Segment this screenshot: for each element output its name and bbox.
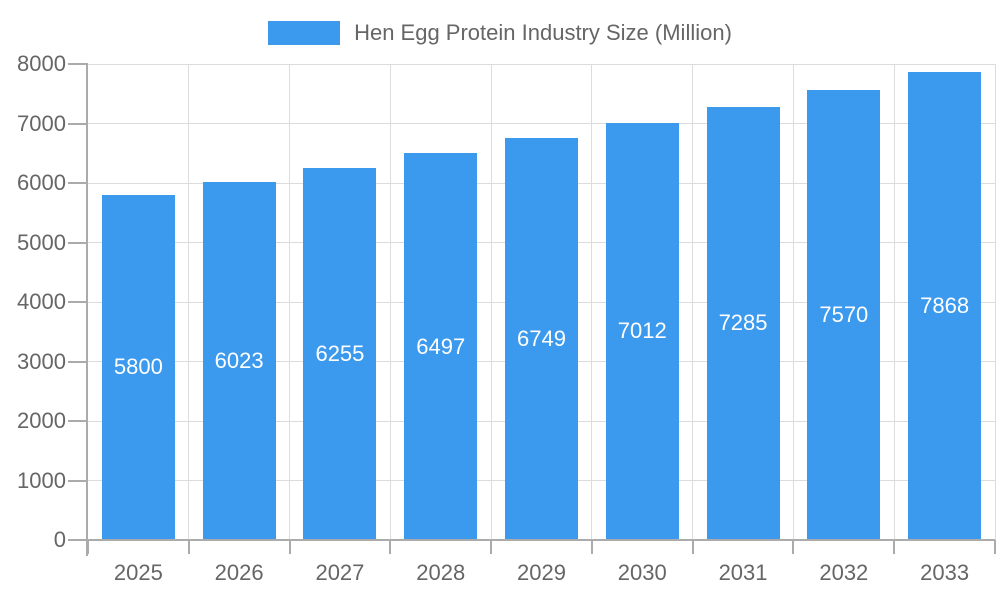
bar-value-label: 7570 <box>819 301 869 327</box>
y-tick-label: 4000 <box>17 289 66 314</box>
bar-value-label: 7285 <box>718 310 768 336</box>
y-axis-tick <box>68 539 88 541</box>
bar-value-label: 7868 <box>920 292 970 318</box>
x-axis-tick <box>288 540 291 554</box>
y-tick-label: 1000 <box>17 467 66 493</box>
x-tick-label: 2027 <box>315 560 365 585</box>
y-axis-tick <box>68 420 88 422</box>
x-axis-tick <box>792 540 795 554</box>
x-axis-tick <box>691 540 694 554</box>
y-tick-label: 3000 <box>17 348 66 374</box>
x-axis-tick <box>389 540 392 554</box>
y-axis-line <box>86 64 88 556</box>
gridline-vertical <box>692 64 694 540</box>
bar-value-label: 6255 <box>315 340 365 366</box>
plot-area: 5800 6023 6255 6497 6749 7012 7285 7570 7868 <box>88 63 996 540</box>
bar[interactable]: 6497 <box>404 153 478 540</box>
x-tick-label: 2025 <box>113 560 163 585</box>
x-axis-tick <box>187 540 190 554</box>
bar[interactable]: 6255 <box>303 167 377 540</box>
x-tick-label: 2026 <box>214 560 264 585</box>
x-axis-line <box>88 539 995 541</box>
bar[interactable]: 7012 <box>605 122 679 540</box>
y-axis-tick <box>68 301 88 303</box>
x-axis-tick <box>590 540 593 554</box>
y-axis-tick <box>68 360 88 363</box>
x-axis-tick <box>994 540 996 554</box>
bar[interactable]: 5800 <box>101 194 175 540</box>
gridline-vertical <box>591 64 593 540</box>
bar-value-label: 7012 <box>617 318 667 344</box>
gridline-vertical <box>792 64 794 540</box>
x-axis-tick <box>490 540 493 554</box>
y-tick-label: 7000 <box>17 110 66 136</box>
y-tick-label: 6000 <box>17 170 66 195</box>
bar[interactable]: 7285 <box>706 106 780 540</box>
y-axis-tick <box>68 63 88 65</box>
y-tick-label: 5000 <box>17 229 66 255</box>
y-axis-tick <box>68 241 88 244</box>
gridline-vertical <box>994 64 996 540</box>
legend-swatch <box>268 21 341 45</box>
y-tick-label: 8000 <box>17 51 66 76</box>
x-axis-tick <box>87 540 89 554</box>
x-tick-label: 2028 <box>416 560 466 585</box>
bar-value-label: 5800 <box>113 354 163 380</box>
legend-label: Hen Egg Protein Industry Size (Million) <box>354 20 732 45</box>
gridline-horizontal <box>88 123 995 124</box>
gridline-vertical <box>188 64 190 540</box>
bar-value-label: 6023 <box>214 347 264 373</box>
bar[interactable]: 6023 <box>202 181 276 540</box>
gridline-vertical <box>389 64 391 540</box>
y-axis-tick <box>68 182 88 184</box>
gridline-vertical <box>893 64 895 540</box>
x-tick-label: 2033 <box>920 560 970 585</box>
y-tick-label: 0 <box>53 527 66 552</box>
y-axis-tick <box>68 479 88 482</box>
x-tick-label: 2031 <box>718 560 768 585</box>
x-tick-label: 2029 <box>517 560 566 585</box>
x-tick-label: 2032 <box>819 560 869 585</box>
x-tick-label: 2030 <box>617 560 667 585</box>
y-tick-label: 2000 <box>17 408 66 433</box>
legend-item[interactable]: Hen Egg Protein Industry Size (Million) <box>0 19 1000 47</box>
bar[interactable]: 6749 <box>505 138 578 540</box>
x-axis-tick <box>893 540 896 554</box>
bar-value-label: 6749 <box>517 326 566 352</box>
bar[interactable]: 7868 <box>908 71 982 540</box>
gridline-vertical <box>490 64 492 540</box>
bar-value-label: 6497 <box>416 333 466 359</box>
gridline-horizontal <box>88 63 995 65</box>
gridline-vertical <box>289 64 291 540</box>
bar[interactable]: 7570 <box>807 89 881 540</box>
y-axis-tick <box>68 122 88 125</box>
